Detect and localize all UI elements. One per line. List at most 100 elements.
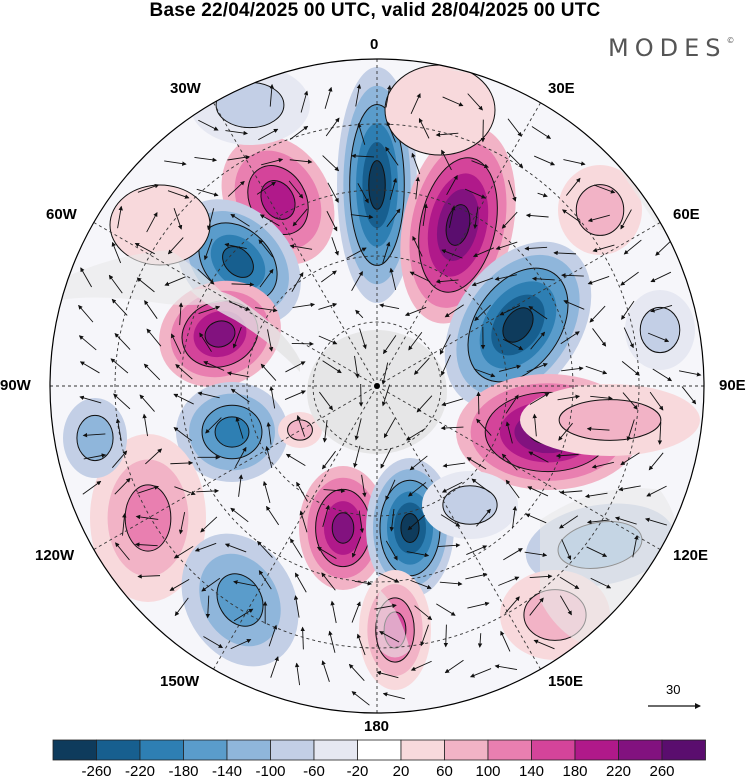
wind-arrow [115,418,122,441]
wind-arrow [289,244,313,250]
wind-arrow [378,572,400,583]
wind-arrow [203,636,224,649]
wind-arrow [506,151,524,168]
wind-arrow [300,90,309,113]
wind-arrow [292,208,308,227]
wind-arrow [143,363,161,381]
wind-arrow [164,160,187,166]
wind-arrow [269,83,275,107]
wind-arrow [262,480,271,504]
wind-arrow [408,332,423,351]
wind-arrow [319,391,333,411]
label-30w: 30W [170,80,201,97]
wind-arrow [410,579,432,590]
label-30e: 30E [548,80,575,97]
wind-arrow [230,213,250,227]
wind-arrow [299,510,308,533]
wind-arrow [259,214,280,227]
wind-arrow [440,425,464,431]
wind-arrow [466,457,487,470]
wind-arrow [173,393,194,405]
wind-arrow [198,119,219,131]
meridian-line [376,385,541,670]
wind-arrow [382,241,391,264]
wind-arrow [655,239,672,256]
wind-arrow [300,626,305,650]
wind-arrow [285,361,306,373]
wind-arrow [646,485,667,497]
map-title: Base 22/04/2025 00 UTC, valid 28/04/2025… [149,0,601,21]
colorbar-tick-label: -60 [303,763,325,780]
wind-arrow [559,490,583,495]
colorbar-swatch [52,739,97,761]
latitude-circle [312,321,442,451]
wind-arrow [78,304,94,323]
meridian-line [376,222,661,387]
wind-arrow [289,159,313,164]
australia [540,488,678,650]
wind-arrow [238,474,244,497]
wind-arrow [259,268,274,288]
wind-arrow [441,149,452,171]
wind-arrow [113,393,131,410]
wind-arrow [289,125,309,140]
wind-arrow [321,270,337,283]
wind-arrow [258,239,274,258]
wind-arrow [505,479,520,499]
colorbar-swatch [444,739,489,761]
wind-arrow [145,448,163,465]
wind-arrow [111,450,128,469]
label-150w: 150W [160,673,200,690]
wind-arrow [385,479,396,501]
wind-arrow [346,247,367,259]
wind-arrow [586,426,610,432]
wind-arrow [354,418,362,441]
wind-arrow [173,546,194,559]
wind-arrow [385,146,399,166]
wind-arrow [142,413,149,437]
wind-arrow [418,117,430,139]
wind-arrow [439,581,463,587]
wind-arrow [328,630,336,653]
wind-arrow [472,247,495,258]
wind-arrow [111,298,128,316]
wind-arrow [439,334,451,355]
wind-arrow [233,608,254,622]
wind-arrow [232,326,242,349]
wind-arrow [291,272,304,292]
wind-arrow [265,445,273,469]
south-america [60,250,230,305]
label-90w: 90W [0,377,31,394]
wind-arrow [227,180,245,197]
wind-arrow [410,660,432,671]
wind-arrow [379,631,400,643]
wind-arrow [527,486,549,497]
wind-arrow [585,365,608,375]
label-180: 180 [364,718,390,735]
latitude-circle [180,189,574,583]
label-90e: 90E [719,377,746,394]
wind-arrow [226,371,250,378]
colorbar-swatch [487,739,532,761]
wind-arrow [235,416,244,439]
wind-arrow [406,428,426,441]
colorbar-tick-label: 60 [436,763,453,780]
anomaly-contour [215,81,285,129]
anomaly-contour [384,64,496,156]
wind-arrow [205,417,222,434]
wind-arrow [355,309,364,319]
wind-arrow [330,600,337,624]
wind-arrow [115,542,130,561]
wind-arrow [448,205,456,228]
wind-arrow [559,515,579,529]
wind-arrow [442,96,464,107]
wind-arrow [137,574,161,579]
wind-arrow [108,274,123,294]
wind-arrow [563,300,585,310]
wind-arrow [647,332,670,343]
wind-arrow [350,214,374,220]
wind-arrow [135,514,159,520]
colorbar-swatch [618,739,663,761]
colorbar-tick-label: -20 [346,763,369,780]
wind-arrow [114,332,131,350]
